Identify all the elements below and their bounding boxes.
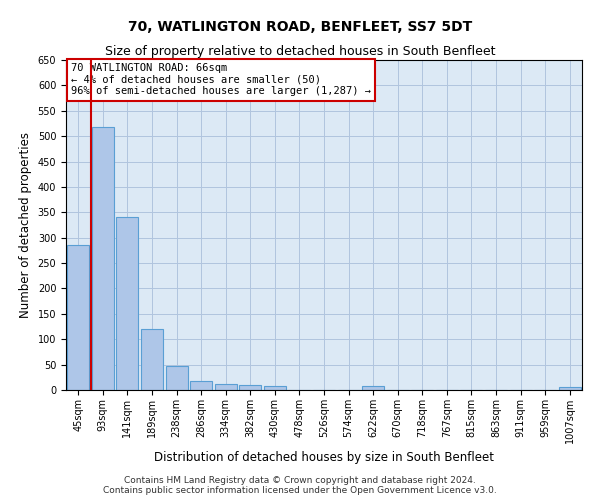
Bar — [92, 127, 114, 390]
Bar — [116, 218, 139, 390]
Bar — [141, 329, 163, 390]
X-axis label: Distribution of detached houses by size in South Benfleet: Distribution of detached houses by size … — [154, 452, 494, 464]
Bar — [559, 387, 581, 390]
Bar — [362, 386, 384, 390]
Text: 70, WATLINGTON ROAD, BENFLEET, SS7 5DT: 70, WATLINGTON ROAD, BENFLEET, SS7 5DT — [128, 20, 472, 34]
Text: 70 WATLINGTON ROAD: 66sqm
← 4% of detached houses are smaller (50)
96% of semi-d: 70 WATLINGTON ROAD: 66sqm ← 4% of detach… — [71, 64, 371, 96]
Bar — [215, 384, 237, 390]
Bar — [264, 386, 286, 390]
Text: Size of property relative to detached houses in South Benfleet: Size of property relative to detached ho… — [105, 45, 495, 58]
Y-axis label: Number of detached properties: Number of detached properties — [19, 132, 32, 318]
Bar — [166, 366, 188, 390]
Bar — [239, 385, 262, 390]
Bar — [190, 382, 212, 390]
Text: Contains HM Land Registry data © Crown copyright and database right 2024.
Contai: Contains HM Land Registry data © Crown c… — [103, 476, 497, 495]
Bar — [67, 246, 89, 390]
